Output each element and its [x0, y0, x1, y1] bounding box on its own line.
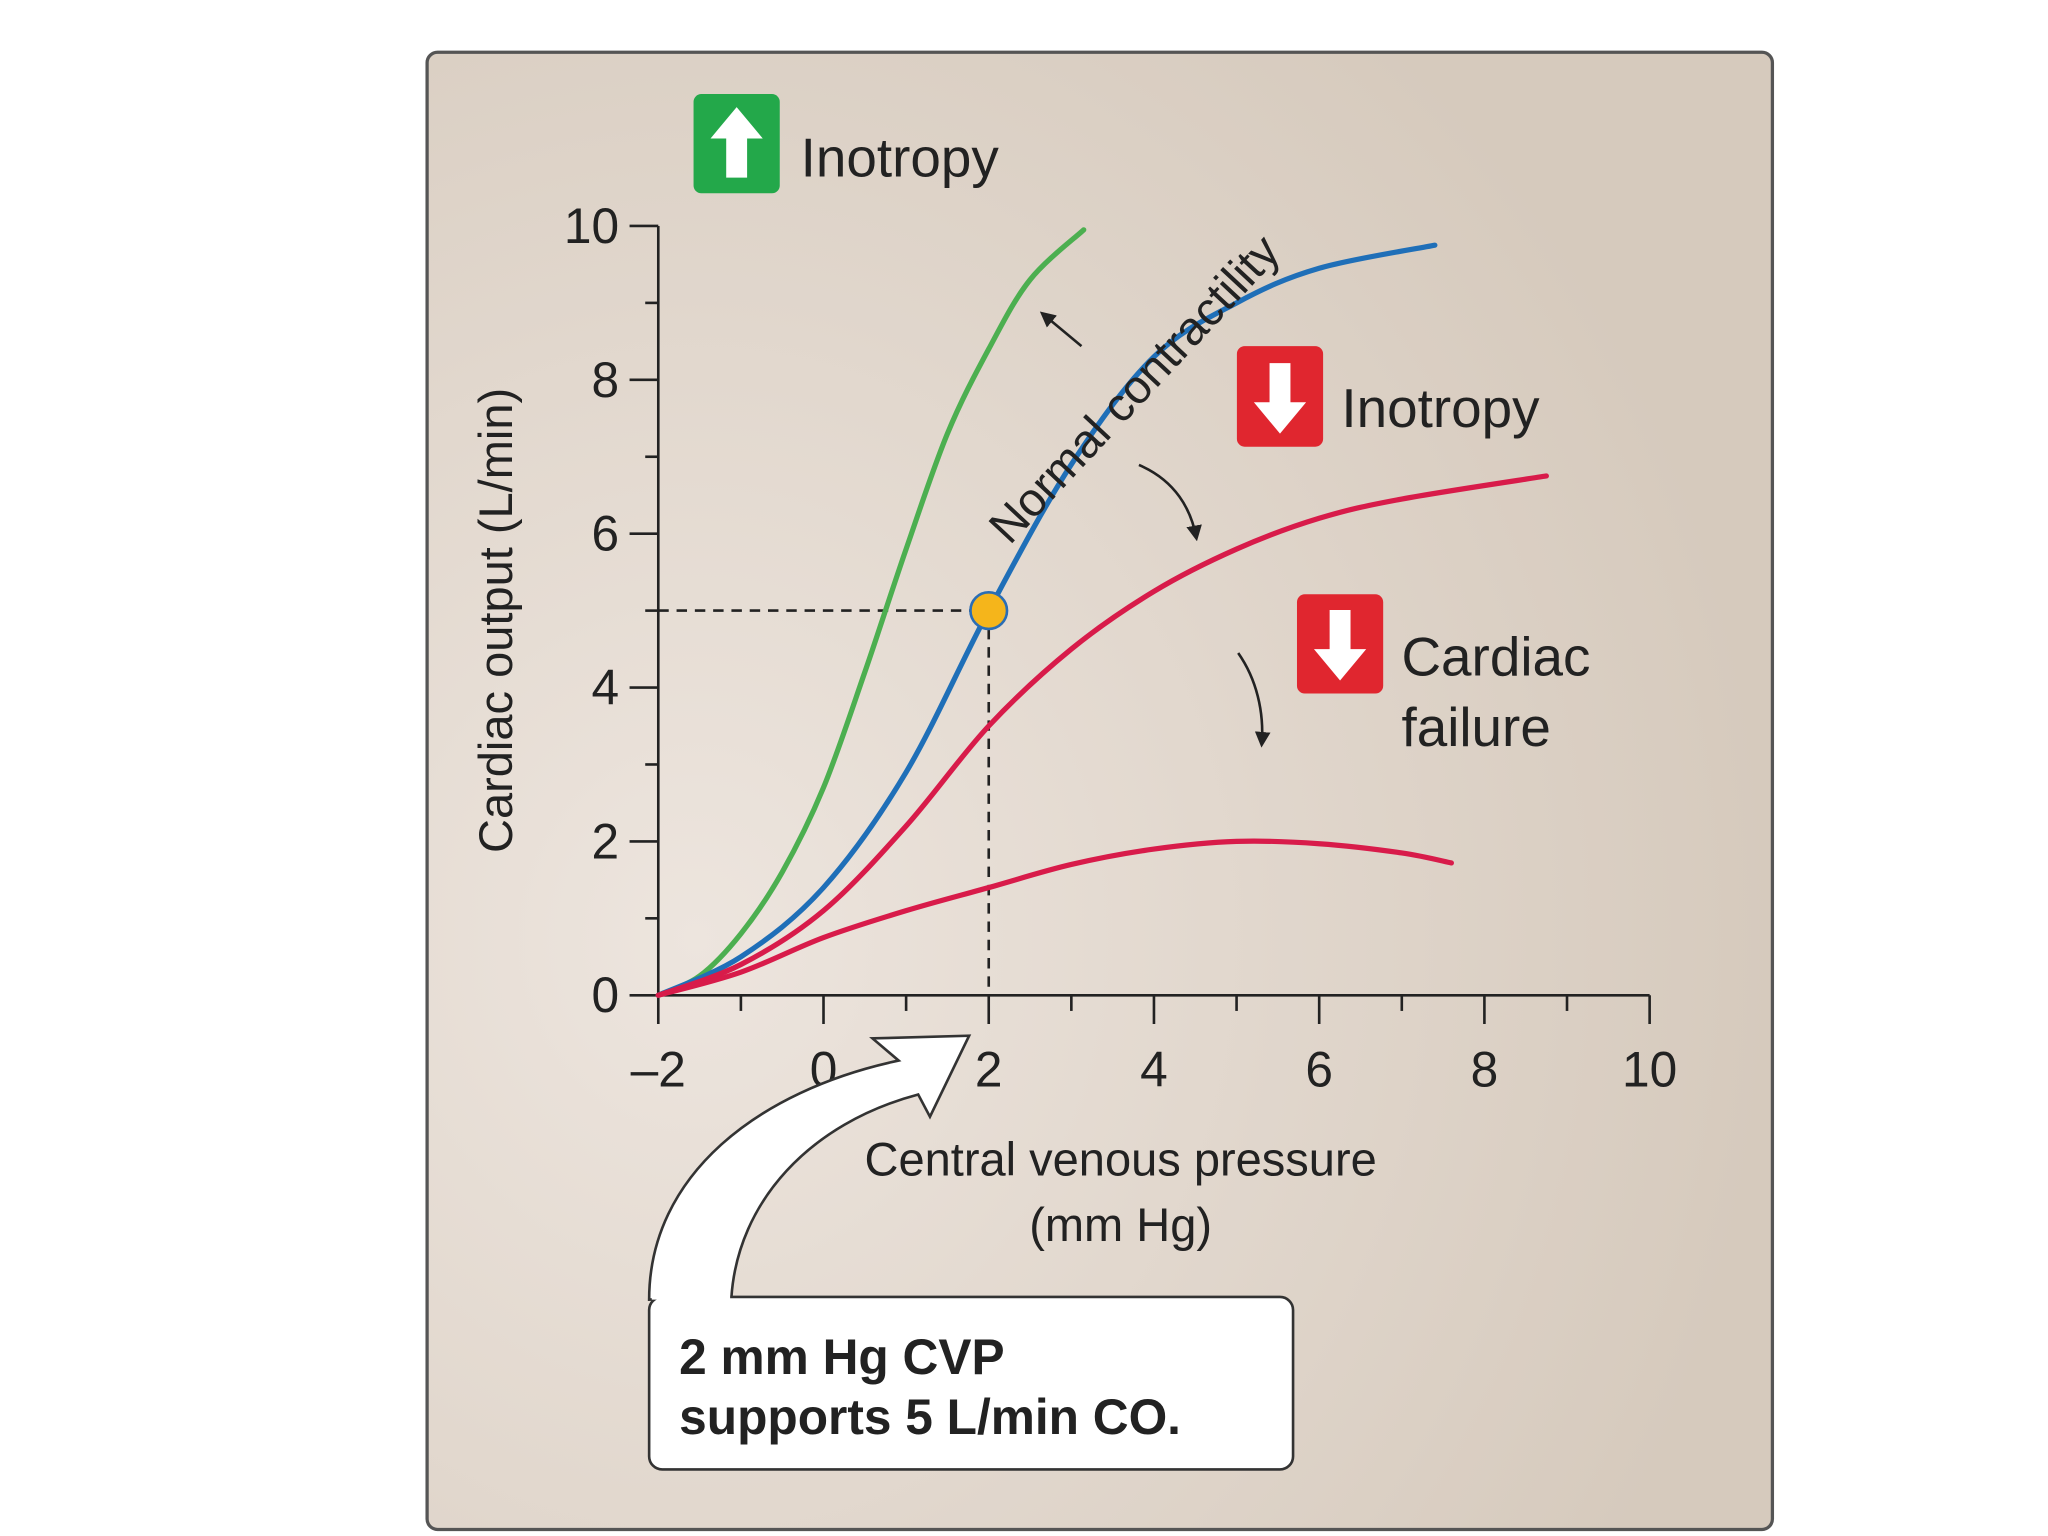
x-tick-label: –2	[631, 1042, 686, 1098]
callout-box	[647, 1295, 1295, 1471]
x-axis-label: Central venous pressure	[865, 1133, 1377, 1186]
up-arrow	[710, 107, 763, 178]
shift-arrow	[1138, 463, 1202, 542]
callout-text: 2 mm Hg CVP	[679, 1329, 1004, 1385]
x-tick-label: 10	[1622, 1042, 1677, 1098]
y-tick-label: 2	[591, 813, 619, 869]
x-tick-label: 2	[975, 1042, 1003, 1098]
curve	[655, 227, 1087, 998]
annotation: failure	[1401, 696, 1550, 758]
curve	[655, 473, 1549, 998]
x-axis-label: (mm Hg)	[1029, 1198, 1212, 1251]
x-tick-label: 8	[1471, 1042, 1499, 1098]
shift-arrow	[1237, 652, 1271, 748]
annotation: Inotropy	[801, 126, 1000, 188]
curve	[655, 838, 1454, 998]
shift-arrow	[1039, 311, 1083, 348]
curve	[655, 242, 1438, 998]
y-axis-label: Cardiac output (L/min)	[469, 388, 522, 853]
callout-arrow	[647, 1034, 972, 1301]
y-tick-label: 8	[591, 352, 619, 408]
operating-point	[969, 591, 1009, 631]
y-tick-label: 0	[591, 967, 619, 1023]
down-arrow	[1313, 609, 1367, 681]
x-tick-label: 4	[1140, 1042, 1168, 1098]
down-arrow	[1253, 363, 1307, 434]
callout-text: supports 5 L/min CO.	[679, 1389, 1181, 1445]
y-tick-label: 4	[591, 660, 619, 716]
x-tick-label: 6	[1305, 1042, 1333, 1098]
annotation: Cardiac	[1401, 625, 1590, 687]
y-tick-label: 10	[564, 198, 619, 254]
y-tick-label: 6	[591, 506, 619, 562]
annotation: Inotropy	[1341, 377, 1540, 439]
